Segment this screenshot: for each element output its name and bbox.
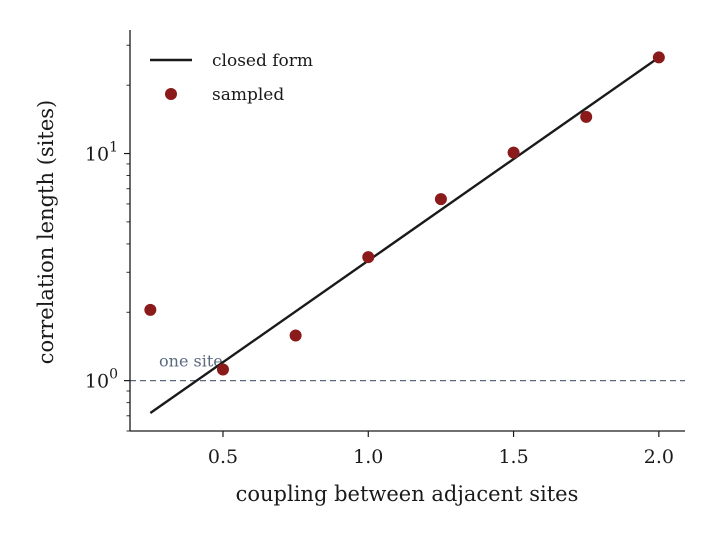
sampled-point bbox=[434, 193, 447, 206]
reference-line-label: one site bbox=[159, 352, 223, 371]
sampled-point bbox=[507, 146, 520, 159]
x-tick-label: 1.0 bbox=[353, 446, 383, 468]
x-axis-title: coupling between adjacent sites bbox=[236, 482, 579, 506]
reference-line-group: one site bbox=[130, 352, 685, 382]
x-tick-label: 1.5 bbox=[498, 446, 528, 468]
y-tick-label: 101 bbox=[85, 140, 118, 166]
sampled-point bbox=[216, 363, 229, 376]
x-tick-label: 2.0 bbox=[644, 446, 674, 468]
series-group bbox=[144, 51, 665, 415]
sampled-point bbox=[144, 303, 157, 316]
y-tick-label: 100 bbox=[85, 367, 118, 393]
sampled-point bbox=[362, 251, 375, 264]
legend: closed form sampled bbox=[150, 51, 313, 105]
closed-form-line bbox=[149, 56, 660, 415]
sampled-point bbox=[652, 51, 665, 64]
legend-label: sampled bbox=[212, 85, 284, 105]
legend-label: closed form bbox=[212, 51, 313, 71]
y-axis-title: correlation length (sites) bbox=[34, 100, 58, 364]
x-tick-label: 0.5 bbox=[208, 446, 238, 468]
sampled-point bbox=[580, 110, 593, 123]
legend-marker-swatch bbox=[165, 88, 177, 100]
axes: 0.5 1.0 1.5 2.0 100 101 bbox=[85, 30, 685, 468]
sampled-point bbox=[289, 329, 302, 342]
